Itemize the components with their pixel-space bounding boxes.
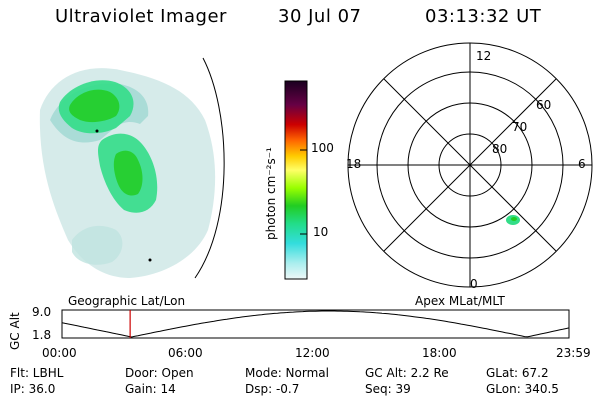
glon-info: GLon: 340.5 xyxy=(486,382,559,396)
seq-info: Seq: 39 xyxy=(365,382,411,396)
timeline-x-tick-4: 23:59 xyxy=(556,346,591,360)
polar-emission-core xyxy=(511,217,517,221)
ip-info: IP: 36.0 xyxy=(10,382,56,396)
door-info: Door: Open xyxy=(125,366,194,380)
date-label: 30 Jul 07 xyxy=(278,6,362,27)
timeline-x-tick-2: 12:00 xyxy=(295,346,330,360)
mlat-label-80: 80 xyxy=(492,142,508,156)
app-title: Ultraviolet Imager xyxy=(55,6,227,27)
gc-alt-info: GC Alt: 2.2 Re xyxy=(365,366,449,380)
auroral-emission-image xyxy=(39,68,216,278)
colorbar-tick-100: 100 xyxy=(311,141,334,155)
altitude-timeline-plot xyxy=(61,309,570,339)
earth-limb-curve xyxy=(194,57,225,279)
timeline-y-tick-max: 9.0 xyxy=(32,305,52,319)
geographic-image-panel xyxy=(39,57,225,279)
mlat-label-70: 70 xyxy=(512,120,528,134)
mlt-label-6: 6 xyxy=(578,157,586,171)
glat-info: GLat: 67.2 xyxy=(486,366,549,380)
filter-info: Flt: LBHL xyxy=(10,366,64,380)
color-bar xyxy=(284,80,308,280)
timeline-left-caption: Geographic Lat/Lon xyxy=(68,294,186,308)
time-label: 03:13:32 UT xyxy=(425,6,542,27)
mlt-label-18: 18 xyxy=(346,157,362,171)
polar-mlat-mlt-plot xyxy=(347,42,593,288)
mlt-label-0: 0 xyxy=(470,277,478,291)
dsp-info: Dsp: -0.7 xyxy=(245,382,300,396)
mode-info: Mode: Normal xyxy=(245,366,329,380)
timeline-frame xyxy=(61,309,570,339)
mlt-label-12: 12 xyxy=(476,49,492,63)
timeline-y-tick-min: 1.8 xyxy=(32,328,52,342)
polar-grid xyxy=(347,42,593,288)
timeline-x-tick-3: 18:00 xyxy=(422,346,457,360)
timeline-y-axis-label: GC Alt xyxy=(8,312,22,350)
altitude-curve xyxy=(61,310,570,338)
colorbar-unit-label: photon cm⁻²s⁻¹ xyxy=(264,147,278,240)
timeline-x-tick-1: 06:00 xyxy=(168,346,203,360)
timeline-x-tick-0: 00:00 xyxy=(42,346,77,360)
mlat-label-60: 60 xyxy=(536,98,552,112)
timeline-right-caption: Apex MLat/MLT xyxy=(415,294,505,308)
gain-info: Gain: 14 xyxy=(125,382,176,396)
colorbar-tick-10: 10 xyxy=(313,225,329,239)
